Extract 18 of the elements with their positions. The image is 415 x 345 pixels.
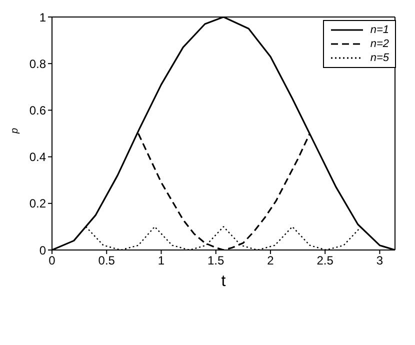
- x-tick-label: 2.5: [316, 254, 334, 268]
- x-tick-label: 3: [376, 254, 384, 268]
- x-tick-label: 2: [267, 254, 274, 268]
- x-tick-label: 1.5: [208, 254, 225, 268]
- y-tick-label: 0.8: [29, 56, 46, 71]
- y-tick-label: 1: [39, 10, 46, 24]
- legend-label: n=5: [370, 52, 389, 64]
- x-tick-label: 0: [48, 254, 56, 268]
- y-tick-label: 0.6: [29, 103, 46, 118]
- y-tick-label: 0.2: [29, 196, 46, 211]
- legend-label: n=2: [370, 38, 389, 50]
- x-tick-label: 0.5: [98, 254, 116, 268]
- y-tick-label: 0.4: [29, 150, 46, 164]
- y-axis-title: p: [10, 128, 21, 134]
- x-axis-title: t: [221, 273, 226, 290]
- y-tick-label: 0: [39, 243, 46, 258]
- legend-label: n=1: [370, 24, 389, 36]
- x-tick-label: 1: [158, 254, 165, 268]
